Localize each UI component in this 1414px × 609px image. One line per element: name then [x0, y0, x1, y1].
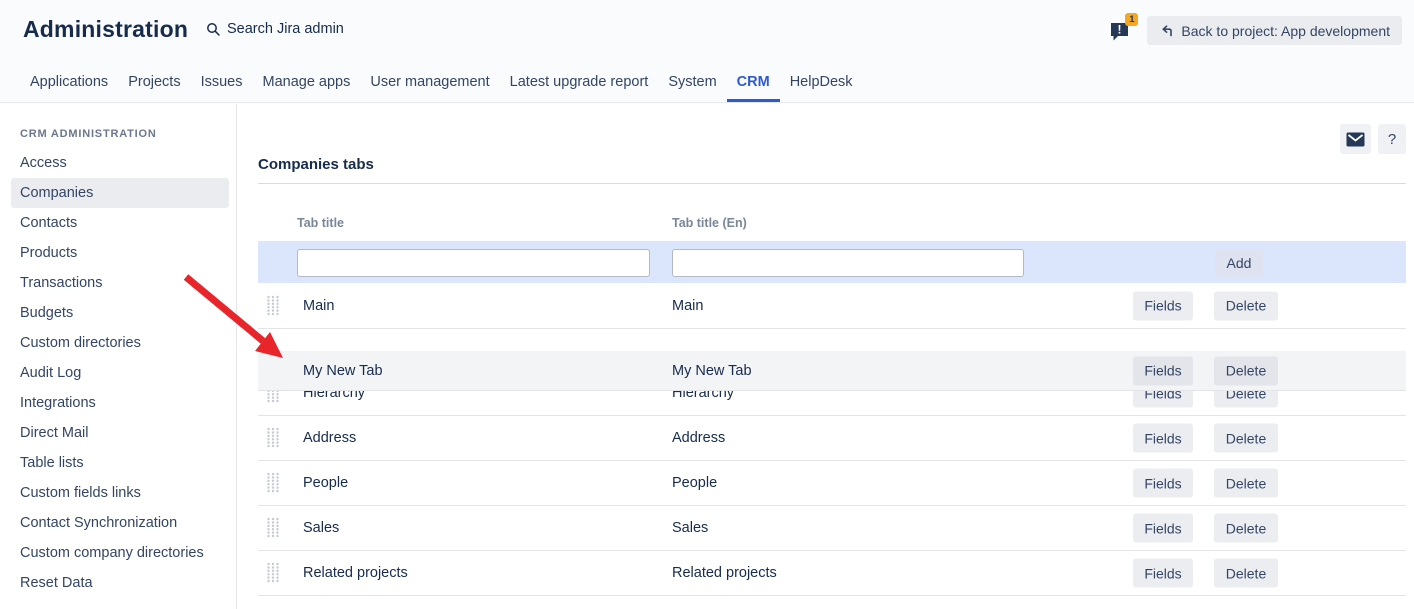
- tab-issues[interactable]: Issues: [200, 73, 243, 90]
- tab-helpdesk[interactable]: HelpDesk: [789, 73, 853, 90]
- tab-latest-upgrade-report[interactable]: Latest upgrade report: [509, 73, 649, 90]
- sidebar-item-custom-company-directories[interactable]: Custom company directories: [20, 545, 204, 561]
- sidebar-item-direct-mail[interactable]: Direct Mail: [20, 425, 89, 441]
- table-row-address: Address Address Fields Delete: [258, 416, 1406, 461]
- help-button[interactable]: ?: [1378, 124, 1406, 154]
- tab-title: My New Tab: [303, 362, 383, 379]
- drag-handle-icon[interactable]: [266, 472, 280, 494]
- fields-button[interactable]: Fields: [1133, 291, 1193, 320]
- sidebar-item-reset-data[interactable]: Reset Data: [20, 575, 93, 591]
- crm-admin-sidebar: CRM ADMINISTRATION Access Companies Cont…: [0, 104, 237, 609]
- tab-title-en: Main: [672, 297, 704, 314]
- tab-title: People: [303, 475, 349, 491]
- top-header: Administration Search Jira admin ! 1 Bac…: [0, 0, 1414, 103]
- column-header-tab-title-en: Tab title (En): [672, 216, 747, 230]
- tab-title: Main: [303, 297, 335, 314]
- table-header-row: Tab title Tab title (En): [258, 184, 1406, 241]
- tab-title-en: Related projects: [672, 565, 777, 581]
- page-toolbar: ?: [1340, 124, 1406, 154]
- svg-text:!: !: [1118, 22, 1122, 36]
- section-divider: [258, 183, 1406, 184]
- table-row-sales: Sales Sales Fields Delete: [258, 506, 1406, 551]
- table-row-main: Main Main Fields Delete: [258, 283, 1406, 329]
- tab-projects[interactable]: Projects: [128, 73, 181, 90]
- drag-handle-icon[interactable]: [266, 295, 280, 317]
- add-tab-row: Add: [258, 241, 1406, 283]
- question-mark-icon: ?: [1387, 130, 1397, 148]
- tab-title: Address: [303, 430, 357, 446]
- tab-title: Related projects: [303, 565, 408, 581]
- dragged-row-my-new-tab[interactable]: My New Tab My New Tab Fields Delete: [258, 351, 1406, 391]
- sidebar-item-contacts[interactable]: Contacts: [20, 215, 78, 231]
- table-row-people: People People Fields Delete: [258, 461, 1406, 506]
- admin-nav-tabs: Applications Projects Issues Manage apps…: [0, 61, 863, 102]
- notifications-icon[interactable]: ! 1: [1107, 12, 1139, 44]
- sidebar-item-custom-fields-links[interactable]: Custom fields links: [20, 485, 141, 501]
- back-to-project-button[interactable]: Back to project: App development: [1147, 16, 1402, 45]
- tab-applications[interactable]: Applications: [30, 73, 109, 90]
- add-button[interactable]: Add: [1215, 249, 1263, 277]
- tab-title-en: My New Tab: [672, 362, 752, 379]
- column-header-tab-title: Tab title: [297, 216, 344, 230]
- new-tab-title-en-input[interactable]: [672, 249, 1024, 277]
- tab-crm[interactable]: CRM: [726, 61, 780, 102]
- admin-search[interactable]: Search Jira admin: [206, 21, 344, 37]
- table-row-related-projects: Related projects Related projects Fields…: [258, 551, 1406, 596]
- delete-button[interactable]: Delete: [1214, 558, 1278, 588]
- fields-button[interactable]: Fields: [1133, 513, 1193, 543]
- sidebar-item-companies[interactable]: Companies: [11, 178, 229, 208]
- fields-button[interactable]: Fields: [1133, 356, 1193, 385]
- sidebar-item-products[interactable]: Products: [20, 245, 78, 261]
- delete-button[interactable]: Delete: [1214, 423, 1278, 453]
- search-icon: [206, 22, 220, 36]
- delete-button[interactable]: Delete: [1214, 356, 1278, 385]
- back-arrow-icon: [1159, 24, 1174, 38]
- sidebar-caption: CRM ADMINISTRATION: [20, 128, 157, 140]
- notification-badge: 1: [1125, 12, 1139, 26]
- search-label: Search Jira admin: [227, 21, 344, 37]
- tab-title: Sales: [303, 520, 340, 536]
- section-title: Companies tabs: [258, 156, 374, 173]
- sidebar-item-transactions[interactable]: Transactions: [20, 275, 103, 291]
- sidebar-item-audit-log[interactable]: Audit Log: [20, 365, 82, 381]
- sidebar-list: Access Companies Contacts Products Trans…: [0, 148, 236, 598]
- sidebar-item-integrations[interactable]: Integrations: [20, 395, 96, 411]
- delete-button[interactable]: Delete: [1214, 291, 1278, 320]
- tab-title-en: People: [672, 475, 718, 491]
- tab-system[interactable]: System: [668, 73, 717, 90]
- drag-handle-icon[interactable]: [266, 562, 280, 584]
- sidebar-item-budgets[interactable]: Budgets: [20, 305, 74, 321]
- back-button-label: Back to project: App development: [1181, 22, 1390, 39]
- tab-title-en: Sales: [672, 520, 709, 536]
- sidebar-item-contact-synchronization[interactable]: Contact Synchronization: [20, 515, 178, 531]
- new-tab-title-input[interactable]: [297, 249, 650, 277]
- tab-title-en: Address: [672, 430, 726, 446]
- tab-user-management[interactable]: User management: [370, 73, 490, 90]
- mail-icon: [1346, 132, 1365, 147]
- fields-button[interactable]: Fields: [1133, 558, 1193, 588]
- sidebar-item-table-lists[interactable]: Table lists: [20, 455, 84, 471]
- main-content: ? Companies tabs Tab title Tab title (En…: [238, 104, 1414, 609]
- fields-button[interactable]: Fields: [1133, 468, 1193, 498]
- tab-manage-apps[interactable]: Manage apps: [262, 73, 351, 90]
- page-title: Administration: [23, 16, 189, 42]
- header-right-cluster: ! 1 Back to project: App development: [1107, 12, 1402, 45]
- delete-button[interactable]: Delete: [1214, 513, 1278, 543]
- companies-tabs-table: Tab title Tab title (En) Add Main Main F…: [258, 184, 1406, 596]
- drag-handle-icon[interactable]: [266, 427, 280, 449]
- mail-button[interactable]: [1340, 124, 1371, 154]
- drag-handle-icon[interactable]: [266, 517, 280, 539]
- delete-button[interactable]: Delete: [1214, 468, 1278, 498]
- fields-button[interactable]: Fields: [1133, 423, 1193, 453]
- sidebar-item-access[interactable]: Access: [20, 155, 67, 171]
- sidebar-item-custom-directories[interactable]: Custom directories: [20, 335, 141, 351]
